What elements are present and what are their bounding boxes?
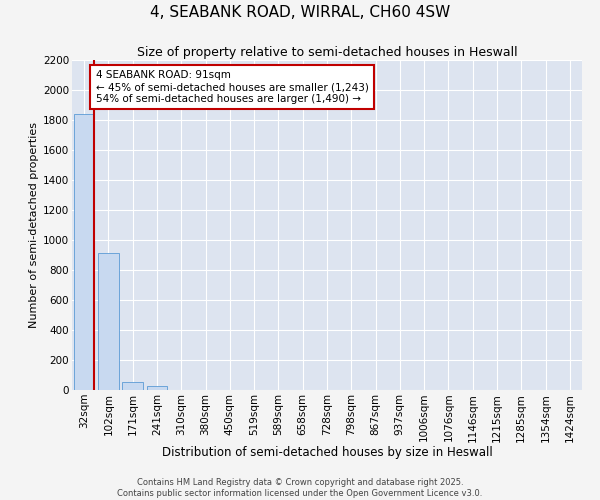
Text: 4 SEABANK ROAD: 91sqm
← 45% of semi-detached houses are smaller (1,243)
54% of s: 4 SEABANK ROAD: 91sqm ← 45% of semi-deta… <box>95 70 368 104</box>
Text: Contains HM Land Registry data © Crown copyright and database right 2025.
Contai: Contains HM Land Registry data © Crown c… <box>118 478 482 498</box>
Bar <box>98 253 119 390</box>
Bar <box>122 382 143 390</box>
X-axis label: Distribution of semi-detached houses by size in Heswall: Distribution of semi-detached houses by … <box>161 446 493 458</box>
Bar <box>74 114 94 390</box>
Y-axis label: Number of semi-detached properties: Number of semi-detached properties <box>29 122 39 328</box>
Bar <box>146 386 167 390</box>
Title: Size of property relative to semi-detached houses in Heswall: Size of property relative to semi-detach… <box>137 46 517 59</box>
Text: 4, SEABANK ROAD, WIRRAL, CH60 4SW: 4, SEABANK ROAD, WIRRAL, CH60 4SW <box>150 5 450 20</box>
